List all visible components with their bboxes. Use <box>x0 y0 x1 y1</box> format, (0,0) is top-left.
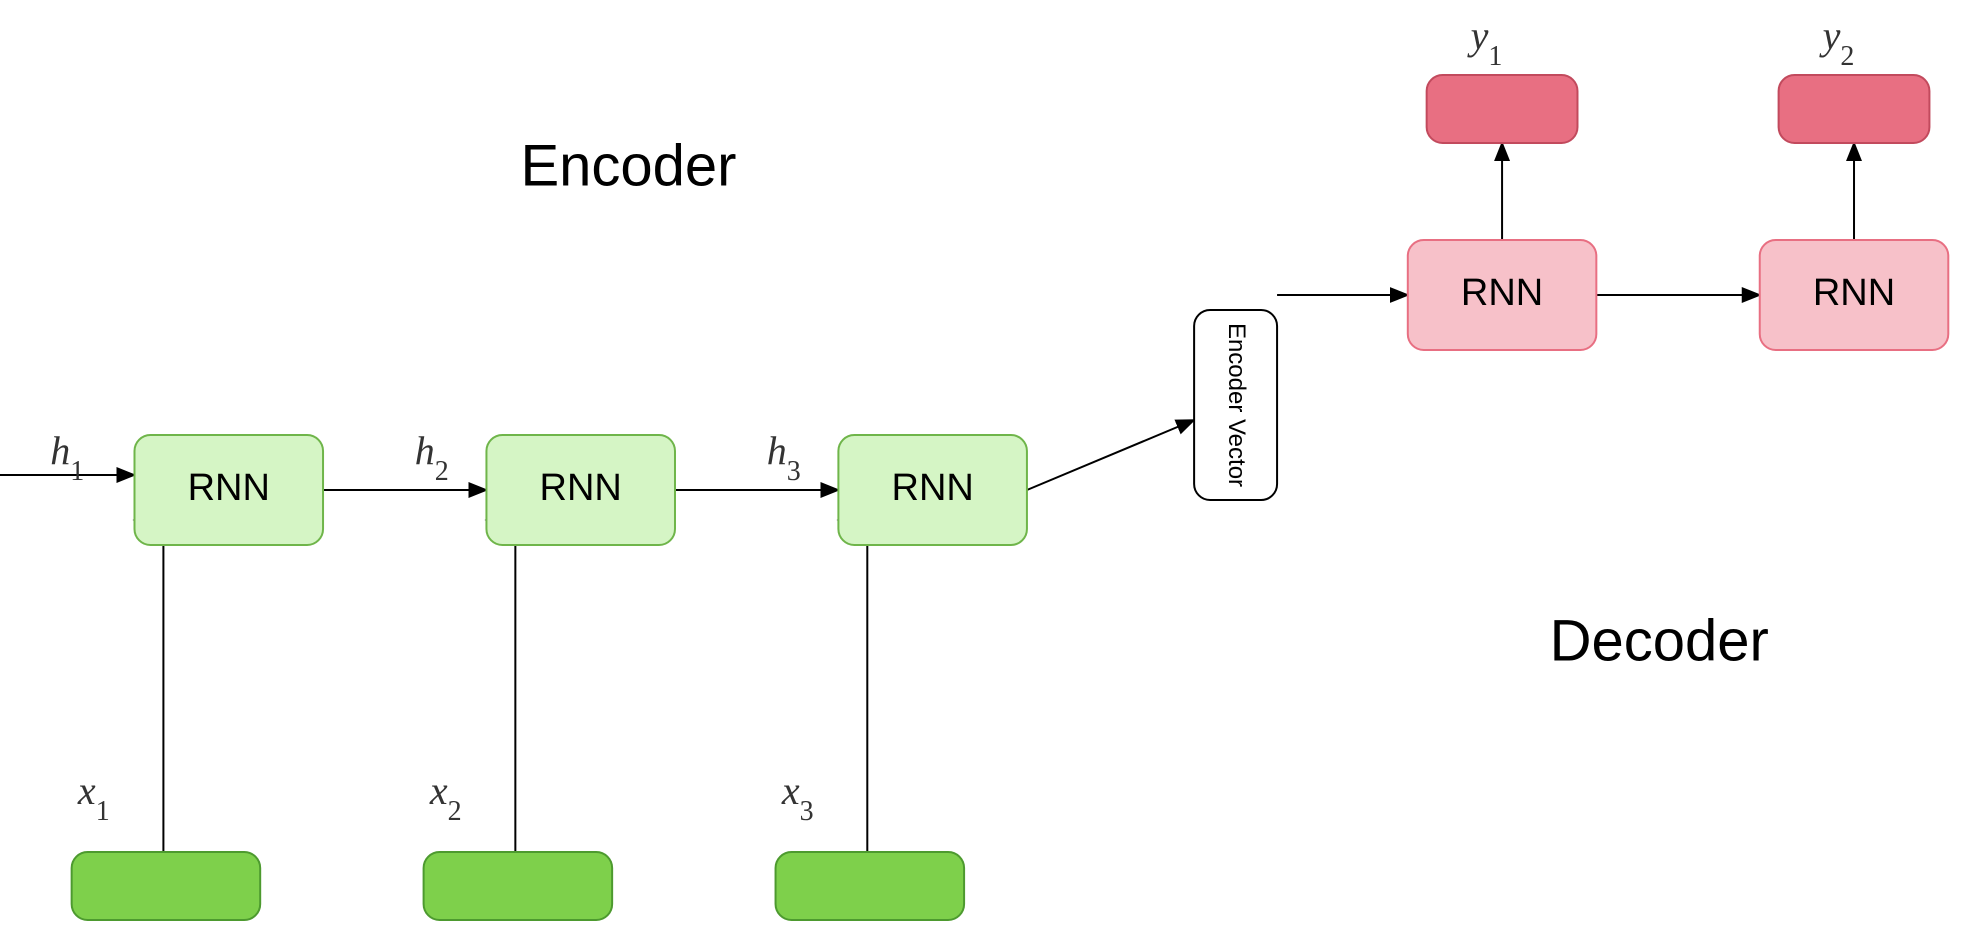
encoder-rnn-label-rnn2: RNN <box>540 467 622 509</box>
label-h2: h2 <box>415 428 449 487</box>
output-box-y2 <box>1779 75 1930 143</box>
encoder-decoder-diagram: RNN RNN RNN Encoder Vector RNN RNN h1 h2 h3 x1 x2 x… <box>0 0 1986 930</box>
label-y2: y2 <box>1819 13 1855 72</box>
output-box-y1 <box>1427 75 1578 143</box>
label-x3: x3 <box>781 768 814 827</box>
encoder-rnn-label-rnn3: RNN <box>892 467 974 509</box>
decoder-rnn-label-drnn1: RNN <box>1461 272 1543 314</box>
input-box-x1 <box>72 852 261 920</box>
arrow-4 <box>134 520 163 852</box>
encoder-rnn-label-rnn1: RNN <box>188 467 270 509</box>
encoder-vector-label: Encoder Vector <box>1223 323 1250 487</box>
label-y1: y1 <box>1467 13 1503 72</box>
label-h3: h3 <box>767 428 801 487</box>
decoder-title: Decoder <box>1550 608 1769 673</box>
arrow-5 <box>486 520 515 852</box>
label-h1: h1 <box>50 428 84 487</box>
arrow-3 <box>1027 420 1194 490</box>
decoder-rnn-label-drnn2: RNN <box>1813 272 1895 314</box>
label-x2: x2 <box>429 768 462 827</box>
encoder-title: Encoder <box>520 133 736 198</box>
arrow-6 <box>838 520 867 852</box>
input-box-x3 <box>776 852 965 920</box>
label-x1: x1 <box>77 768 110 827</box>
input-box-x2 <box>424 852 613 920</box>
